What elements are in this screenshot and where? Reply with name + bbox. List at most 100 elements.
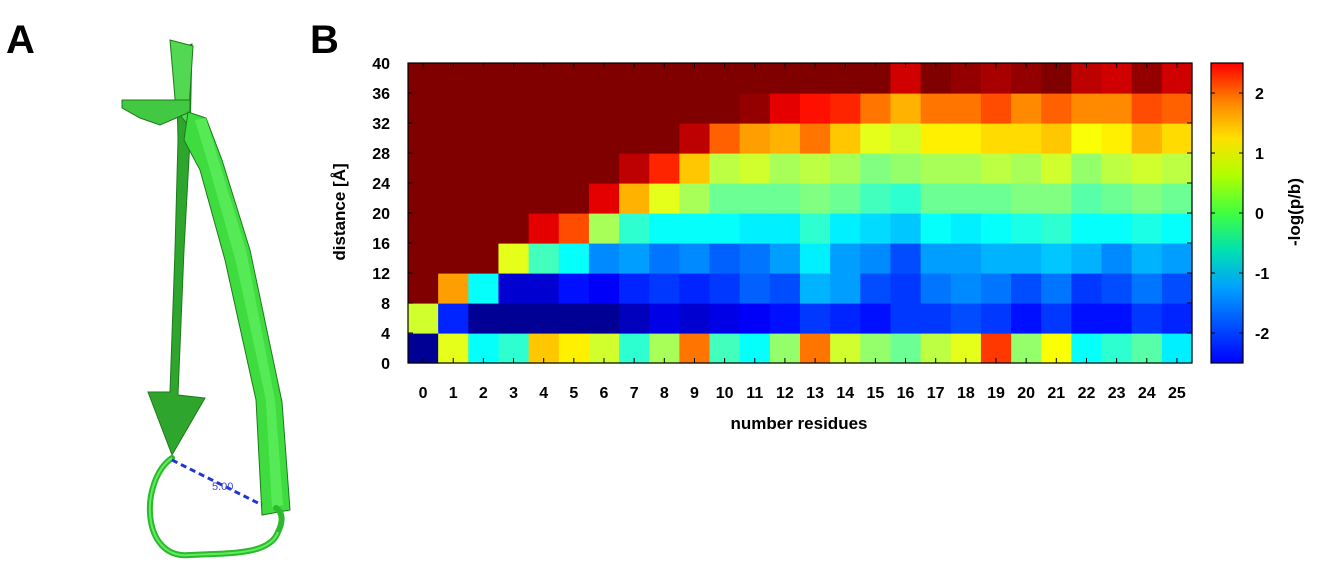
heatmap-cell	[588, 243, 620, 274]
heatmap-cell	[588, 123, 620, 154]
x-axis-label: number residues	[731, 414, 868, 433]
heatmap-cell	[769, 183, 801, 214]
heatmap-cell	[860, 273, 892, 304]
heatmap-cell	[1161, 153, 1193, 184]
panel-a-label: A	[6, 18, 35, 62]
y-tick-label: 12	[372, 266, 390, 283]
heatmap-cell	[528, 333, 560, 364]
heatmap-cell	[830, 333, 861, 364]
protein-structure-illustration: 5.00	[121, 39, 291, 559]
heatmap-cell	[558, 333, 590, 364]
heatmap-cell	[800, 303, 831, 334]
heatmap-cell	[438, 123, 469, 154]
heatmap-cell	[1101, 123, 1133, 154]
heatmap-cell	[468, 333, 500, 364]
x-tick-label: 9	[690, 385, 699, 402]
heatmap-cell	[1011, 153, 1042, 184]
heatmap-cell	[408, 63, 439, 94]
heatmap-cell	[1071, 183, 1103, 214]
y-tick-label: 0	[381, 356, 390, 373]
y-tick-label: 36	[372, 86, 390, 103]
heatmap-cell	[558, 213, 590, 244]
x-tick-label: 22	[1078, 385, 1096, 402]
heatmap-cell	[1101, 213, 1133, 244]
strand-right-face	[195, 118, 283, 508]
heatmap-cell	[920, 333, 952, 364]
heatmap-cell	[498, 273, 530, 304]
x-tick-label: 4	[539, 385, 548, 402]
heatmap-cell	[1041, 243, 1072, 274]
heatmap-cell	[528, 213, 560, 244]
heatmap-cell	[890, 303, 922, 334]
y-tick-label: 32	[372, 116, 390, 133]
heatmap-cell	[709, 333, 741, 364]
heatmap-cell	[438, 183, 469, 214]
heatmap-cell	[558, 63, 590, 94]
heatmap-cell	[619, 123, 650, 154]
heatmap-cell	[649, 153, 680, 184]
heatmap-cell	[498, 123, 530, 154]
heatmap-cell	[980, 153, 1012, 184]
heatmap-cell	[679, 333, 711, 364]
heatmap-cell	[679, 63, 711, 94]
heatmap-cell	[1101, 153, 1133, 184]
colorbar	[1210, 62, 1244, 364]
heatmap-cell	[1011, 93, 1042, 124]
heatmap-cell	[408, 273, 439, 304]
heatmap-cell	[588, 183, 620, 214]
heatmap-cell	[709, 123, 741, 154]
colorbar-label: -log(p/b)	[1285, 178, 1304, 246]
heatmap-cell	[1071, 303, 1103, 334]
heatmap-cell	[800, 273, 831, 304]
heatmap-cell	[1101, 93, 1133, 124]
heatmap-cell	[709, 153, 741, 184]
heatmap-cell	[619, 93, 650, 124]
heatmap-cell	[408, 303, 439, 334]
heatmap-cell	[860, 123, 892, 154]
heatmap-cell	[649, 93, 680, 124]
x-tick-label: 25	[1168, 385, 1186, 402]
heatmap-cell	[890, 273, 922, 304]
heatmap-cell	[769, 303, 801, 334]
heatmap-cell	[1041, 213, 1072, 244]
heatmap-cell	[1041, 123, 1072, 154]
heatmap-cell	[980, 303, 1012, 334]
heatmap-cell	[408, 93, 439, 124]
heatmap-cell	[769, 273, 801, 304]
heatmap-cell	[980, 93, 1012, 124]
heatmap-cell	[769, 93, 801, 124]
heatmap-cell	[709, 273, 741, 304]
heatmap-cell	[1161, 123, 1193, 154]
heatmap-cell	[649, 333, 680, 364]
heatmap-cell	[890, 153, 922, 184]
heatmap-cell	[890, 213, 922, 244]
heatmap-cell	[860, 243, 892, 274]
heatmap-cell	[769, 333, 801, 364]
heatmap-cell	[950, 303, 982, 334]
heatmap-cell	[408, 213, 439, 244]
heatmap-cell	[980, 243, 1012, 274]
x-tick-label: 19	[987, 385, 1005, 402]
heatmap-cell	[830, 303, 861, 334]
heatmap-cell	[1041, 183, 1072, 214]
heatmap-cell	[800, 123, 831, 154]
plot-border	[407, 62, 1193, 364]
heatmap-cell	[679, 153, 711, 184]
x-tick-label: 21	[1047, 385, 1065, 402]
heatmap-cell	[1161, 333, 1193, 364]
heatmap-cell	[890, 243, 922, 274]
heatmap-cell	[1131, 183, 1163, 214]
heatmap-cell	[619, 213, 650, 244]
heatmap-cell	[920, 153, 952, 184]
heatmap-cell	[1131, 123, 1163, 154]
heatmap-cell	[528, 63, 560, 94]
heatmap-cell	[800, 153, 831, 184]
heatmap-cell	[920, 183, 952, 214]
heatmap-cell	[830, 183, 861, 214]
heatmap-cell	[920, 63, 952, 94]
heatmap-cell	[800, 63, 831, 94]
x-tick-label: 23	[1108, 385, 1126, 402]
heatmap-cell	[498, 303, 530, 334]
heatmap-cell	[1011, 243, 1042, 274]
heatmap-cell	[588, 303, 620, 334]
